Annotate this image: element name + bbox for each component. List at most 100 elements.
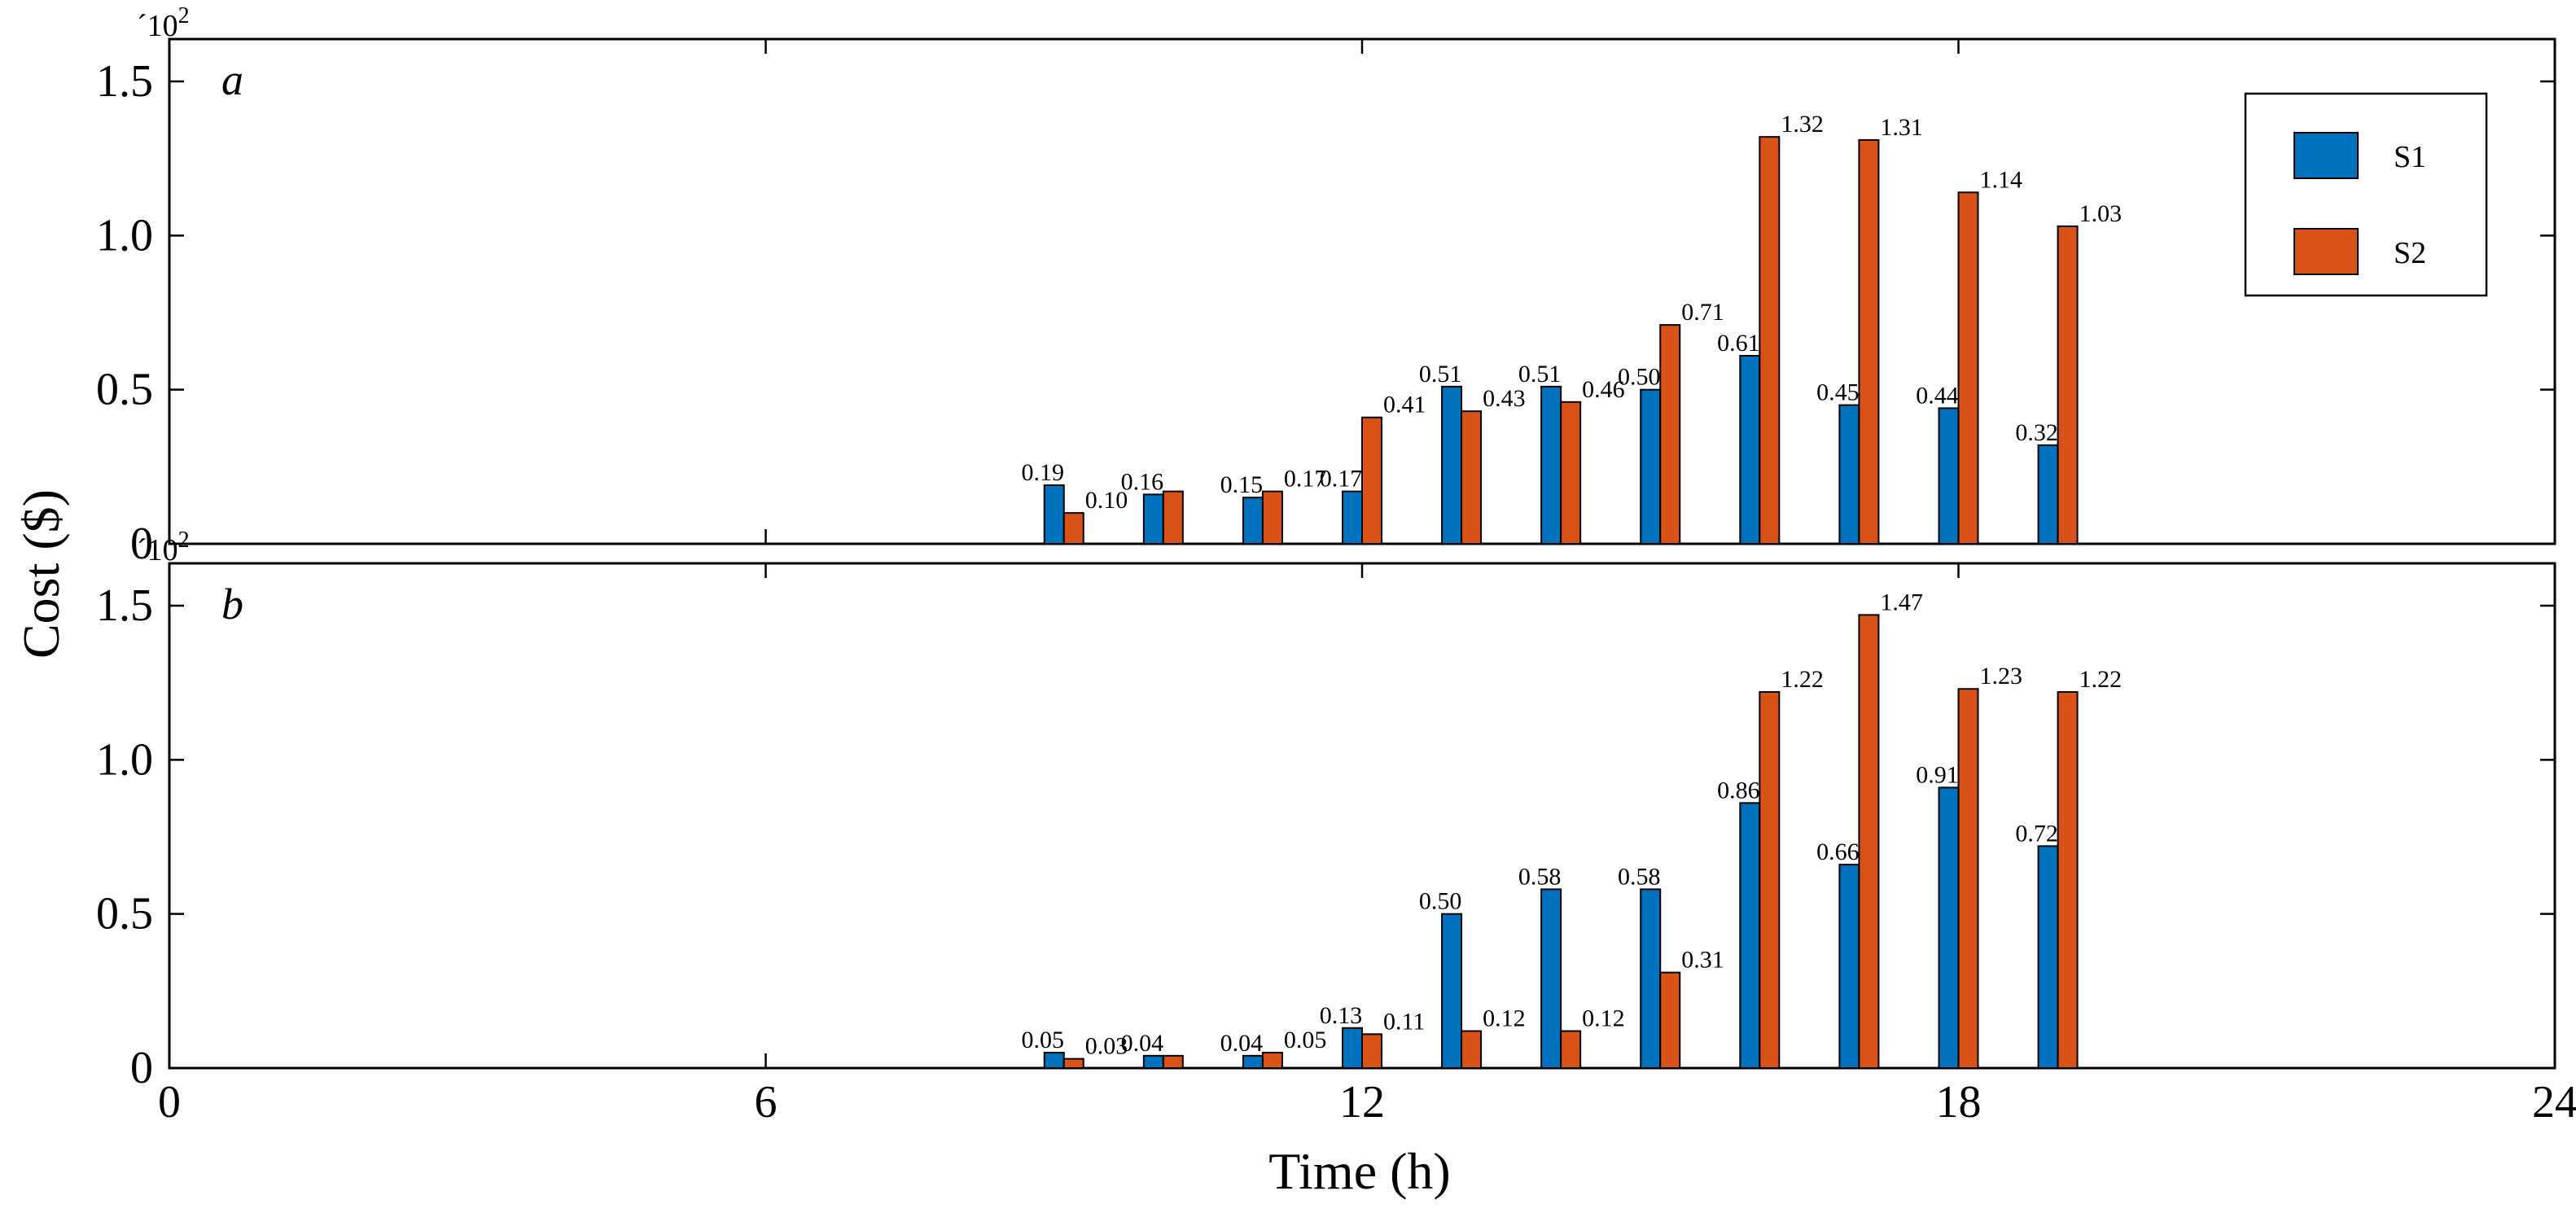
legend-label-s1: S1 bbox=[2394, 140, 2426, 174]
bar-s1-10h bbox=[1142, 1054, 1164, 1070]
bar-s2-10h bbox=[1162, 1054, 1184, 1070]
panel-label: b bbox=[221, 580, 243, 628]
data-label-s2: 0.46 bbox=[1582, 376, 1625, 403]
data-label-s2: 1.32 bbox=[1781, 111, 1824, 138]
bar-s2-18h bbox=[1957, 688, 1979, 1069]
data-label-s1: 0.50 bbox=[1419, 888, 1462, 915]
bar-s1-17h bbox=[1838, 864, 1860, 1069]
data-label-s1: 0.13 bbox=[1320, 1002, 1363, 1029]
bar-s2-13h bbox=[1461, 1030, 1483, 1070]
bar-s1-9h bbox=[1043, 1052, 1065, 1069]
data-label-s2: 0.71 bbox=[1681, 299, 1724, 326]
bar-s1-15h bbox=[1640, 888, 1662, 1069]
bar-s2-13h bbox=[1461, 410, 1483, 545]
x-tick-label: 0 bbox=[158, 1077, 181, 1127]
bar-s2-14h bbox=[1560, 401, 1582, 545]
data-label-s1: 0.15 bbox=[1220, 471, 1264, 498]
data-label-s2: 0.12 bbox=[1582, 1005, 1625, 1032]
bar-s1-10h bbox=[1142, 493, 1164, 545]
bar-s1-19h bbox=[2037, 845, 2059, 1069]
bar-s1-9h bbox=[1043, 484, 1065, 545]
data-label-s1: 0.45 bbox=[1816, 379, 1860, 406]
data-label-s2: 1.03 bbox=[2079, 200, 2123, 227]
bar-s1-11h bbox=[1242, 497, 1264, 545]
data-label-s1: 0.04 bbox=[1220, 1030, 1264, 1057]
bar-s2-16h bbox=[1759, 136, 1781, 545]
y-tick-label: 0 bbox=[130, 519, 153, 569]
panel-b: 0 0.5 1.0 1.5 ´102 b 0.05 0.04 0.04 0.13 0.50 0.58 0… bbox=[96, 528, 2556, 1093]
data-label-s1: 0.50 bbox=[1618, 364, 1661, 391]
y-multiplier: ´102 bbox=[137, 528, 190, 567]
bar-s2-19h bbox=[2057, 691, 2079, 1069]
data-label-s2: 0.11 bbox=[1383, 1008, 1425, 1035]
y-tick-label: 0 bbox=[130, 1043, 153, 1093]
legend-swatch-s1 bbox=[2293, 132, 2359, 179]
bar-s2-15h bbox=[1659, 324, 1681, 545]
data-label-s2: 1.22 bbox=[1781, 666, 1824, 693]
y-axis-title: Cost ($) bbox=[12, 489, 70, 659]
bar-s1-14h bbox=[1540, 888, 1562, 1069]
x-tick-label: 12 bbox=[1339, 1077, 1385, 1127]
bar-s1-11h bbox=[1242, 1054, 1264, 1070]
bar-s2-19h bbox=[2057, 225, 2079, 545]
y-tick-label: 0.5 bbox=[96, 889, 153, 939]
x-tick-label: 24 bbox=[2532, 1077, 2576, 1127]
y-tick-label: 1.0 bbox=[96, 210, 153, 261]
bar-s1-19h bbox=[2037, 444, 2059, 545]
legend-swatch-s2 bbox=[2293, 228, 2359, 275]
y-tick-label: 1.5 bbox=[96, 56, 153, 107]
bar-s1-18h bbox=[1938, 786, 1960, 1069]
bar-s2-12h bbox=[1361, 416, 1382, 545]
data-label-s1: 0.66 bbox=[1816, 838, 1860, 865]
data-label-s2: 0.41 bbox=[1383, 392, 1426, 418]
bar-s1-12h bbox=[1342, 1027, 1363, 1069]
y-tick-label: 1.5 bbox=[96, 580, 153, 631]
data-label-s1: 0.51 bbox=[1518, 361, 1562, 388]
bar-s1-12h bbox=[1342, 490, 1363, 545]
bar-s1-13h bbox=[1441, 913, 1463, 1069]
data-label-s1: 0.16 bbox=[1121, 468, 1164, 495]
bar-s1-17h bbox=[1838, 404, 1860, 545]
data-label-s1: 0.32 bbox=[2015, 419, 2058, 446]
data-label-s1: 0.05 bbox=[1022, 1027, 1065, 1053]
legend-box bbox=[2244, 92, 2488, 297]
bar-s2-9h bbox=[1062, 512, 1084, 545]
data-label-s2: 0.17 bbox=[1284, 466, 1327, 493]
data-label-s2: 1.47 bbox=[1880, 589, 1923, 615]
bar-s1-15h bbox=[1640, 388, 1662, 545]
y-tick-label: 0.5 bbox=[96, 365, 153, 415]
data-label-s2: 0.31 bbox=[1681, 947, 1724, 974]
data-label-s2: 1.31 bbox=[1880, 114, 1923, 141]
bar-s1-13h bbox=[1441, 385, 1463, 545]
data-label-s1: 0.58 bbox=[1618, 863, 1661, 890]
bar-s2-15h bbox=[1659, 971, 1681, 1069]
data-label-s1: 0.72 bbox=[2015, 820, 2058, 847]
bar-s2-11h bbox=[1261, 490, 1283, 545]
data-label-s2: 0.12 bbox=[1483, 1005, 1526, 1032]
bar-s2-16h bbox=[1759, 691, 1781, 1069]
data-label-s2: 0.43 bbox=[1483, 385, 1526, 412]
legend-label-s2: S2 bbox=[2394, 236, 2426, 270]
data-label-s2: 1.14 bbox=[1980, 166, 2023, 193]
data-label-s2: 1.22 bbox=[2079, 666, 2123, 693]
y-tick-label: 1.0 bbox=[96, 734, 153, 785]
bar-s1-16h bbox=[1739, 802, 1761, 1069]
data-label-s1: 0.91 bbox=[1916, 761, 1959, 788]
bar-s2-17h bbox=[1858, 614, 1880, 1069]
data-label-s1: 0.86 bbox=[1717, 777, 1760, 803]
data-label-s1: 0.17 bbox=[1320, 466, 1363, 493]
legend: S1 S2 bbox=[2244, 92, 2488, 297]
bar-s1-18h bbox=[1938, 407, 1960, 545]
bar-s2-11h bbox=[1261, 1052, 1283, 1069]
panel-frame bbox=[168, 562, 2556, 1070]
bar-s2-18h bbox=[1957, 191, 1979, 545]
bar-s2-14h bbox=[1560, 1030, 1582, 1070]
data-label-s1: 0.51 bbox=[1419, 361, 1462, 388]
data-label-s2: 0.05 bbox=[1284, 1027, 1327, 1053]
data-label-s1: 0.58 bbox=[1518, 863, 1562, 890]
bar-s1-14h bbox=[1540, 385, 1562, 545]
x-axis-title: Time (h) bbox=[1268, 1142, 1450, 1200]
y-multiplier: ´102 bbox=[137, 3, 190, 43]
